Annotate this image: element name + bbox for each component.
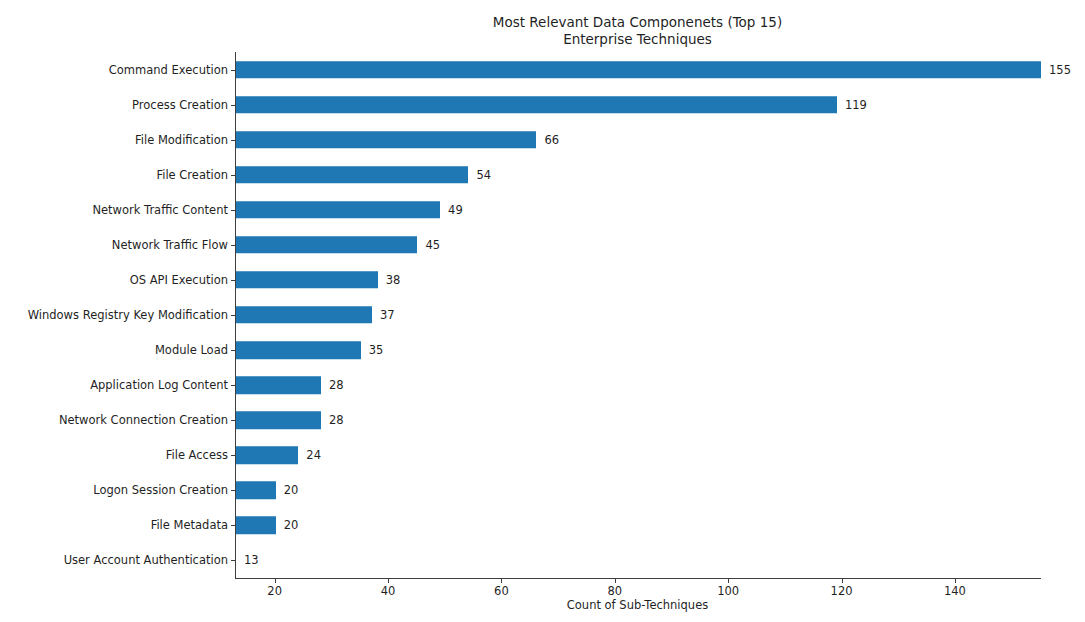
y-tick-mark <box>231 455 235 456</box>
y-axis-label: File Access <box>0 438 228 473</box>
bar <box>236 61 1041 79</box>
bar-row: 28 <box>236 403 1041 438</box>
bar-value-label: 20 <box>284 518 299 532</box>
x-tick-label: 60 <box>481 584 521 598</box>
bar-row: 35 <box>236 333 1041 368</box>
x-tick-mark <box>501 579 502 583</box>
x-tick-label: 20 <box>255 584 295 598</box>
y-axis-label: User Account Authentication <box>0 543 228 578</box>
y-tick-mark <box>231 245 235 246</box>
bar-value-label: 35 <box>369 343 384 357</box>
bar-row: 45 <box>236 227 1041 262</box>
bar-value-label: 66 <box>544 133 559 147</box>
y-axis-label: Network Traffic Content <box>0 192 228 227</box>
bar-row: 119 <box>236 87 1041 122</box>
bar <box>236 131 536 149</box>
chart-title-block: Most Relevant Data Componenets (Top 15) … <box>235 14 1040 48</box>
x-tick-mark <box>615 579 616 583</box>
chart-subtitle: Enterprise Techniques <box>235 31 1040 48</box>
y-axis-label: File Creation <box>0 157 228 192</box>
bar-row: 49 <box>236 192 1041 227</box>
bar-value-label: 45 <box>425 238 440 252</box>
x-axis-title: Count of Sub-Techniques <box>235 598 1040 612</box>
y-axis-label: File Modification <box>0 122 228 157</box>
y-axis-label: File Metadata <box>0 508 228 543</box>
y-axis-label: Command Execution <box>0 52 228 87</box>
bar <box>236 236 417 254</box>
bar-row: 13 <box>236 543 1041 578</box>
x-axis: 20 40 60 80 100 120 140 <box>235 578 1040 600</box>
y-tick-mark <box>231 385 235 386</box>
x-tick-mark <box>842 579 843 583</box>
bar-row: 20 <box>236 508 1041 543</box>
bar <box>236 306 372 324</box>
plot-area: 155 119 66 54 49 45 38 37 35 28 28 24 20 20 13 <box>235 52 1041 579</box>
y-axis-label: Network Traffic Flow <box>0 227 228 262</box>
y-tick-mark <box>231 175 235 176</box>
bar <box>236 96 837 114</box>
y-axis-label: OS API Execution <box>0 262 228 297</box>
bar-row: 20 <box>236 473 1041 508</box>
bar <box>236 341 361 359</box>
bar-value-label: 49 <box>448 203 463 217</box>
y-tick-mark <box>231 315 235 316</box>
bar-row: 66 <box>236 122 1041 157</box>
bar-value-label: 28 <box>329 378 344 392</box>
y-axis-label: Process Creation <box>0 87 228 122</box>
x-tick-label: 100 <box>708 584 748 598</box>
bar-value-label: 119 <box>845 98 867 112</box>
x-tick-label: 140 <box>935 584 975 598</box>
bar-value-label: 28 <box>329 413 344 427</box>
x-tick-mark <box>955 579 956 583</box>
y-tick-mark <box>231 420 235 421</box>
bar-value-label: 37 <box>380 308 395 322</box>
y-tick-mark <box>231 525 235 526</box>
bar <box>236 166 468 184</box>
bar <box>236 517 276 535</box>
x-tick-label: 120 <box>822 584 862 598</box>
bar-value-label: 20 <box>284 483 299 497</box>
x-tick-mark <box>275 579 276 583</box>
chart-title: Most Relevant Data Componenets (Top 15) <box>235 14 1040 31</box>
x-tick-mark <box>728 579 729 583</box>
y-tick-mark <box>231 105 235 106</box>
y-axis-label: Network Connection Creation <box>0 403 228 438</box>
y-axis-label: Application Log Content <box>0 368 228 403</box>
bar-row: 54 <box>236 157 1041 192</box>
y-axis-label: Windows Registry Key Modification <box>0 297 228 332</box>
bar-value-label: 155 <box>1049 63 1071 77</box>
bar-row: 28 <box>236 368 1041 403</box>
bar <box>236 411 321 429</box>
bar-value-label: 24 <box>306 448 321 462</box>
y-tick-mark <box>231 140 235 141</box>
x-tick-label: 40 <box>368 584 408 598</box>
y-axis-label: Module Load <box>0 333 228 368</box>
y-tick-mark <box>231 70 235 71</box>
y-axis-label: Logon Session Creation <box>0 473 228 508</box>
bar <box>236 271 378 289</box>
bar-row: 155 <box>236 52 1041 87</box>
bar <box>236 201 440 219</box>
bar-row: 38 <box>236 262 1041 297</box>
y-tick-mark <box>231 350 235 351</box>
y-tick-mark <box>231 490 235 491</box>
x-tick-mark <box>388 579 389 583</box>
bar-row: 37 <box>236 297 1041 332</box>
bar <box>236 482 276 500</box>
y-tick-mark <box>231 560 235 561</box>
y-axis-labels: Command ExecutionProcess CreationFile Mo… <box>0 52 228 578</box>
bar <box>236 446 298 464</box>
bars-container: 155 119 66 54 49 45 38 37 35 28 28 24 20 20 13 <box>236 52 1041 578</box>
y-tick-mark <box>231 210 235 211</box>
bar-value-label: 38 <box>386 273 401 287</box>
y-tick-mark <box>231 280 235 281</box>
x-tick-label: 80 <box>595 584 635 598</box>
bar-value-label: 13 <box>244 553 259 567</box>
bar-chart-figure: Most Relevant Data Componenets (Top 15) … <box>0 0 1085 622</box>
bar-value-label: 54 <box>476 168 491 182</box>
bar-row: 24 <box>236 438 1041 473</box>
bar <box>236 376 321 394</box>
